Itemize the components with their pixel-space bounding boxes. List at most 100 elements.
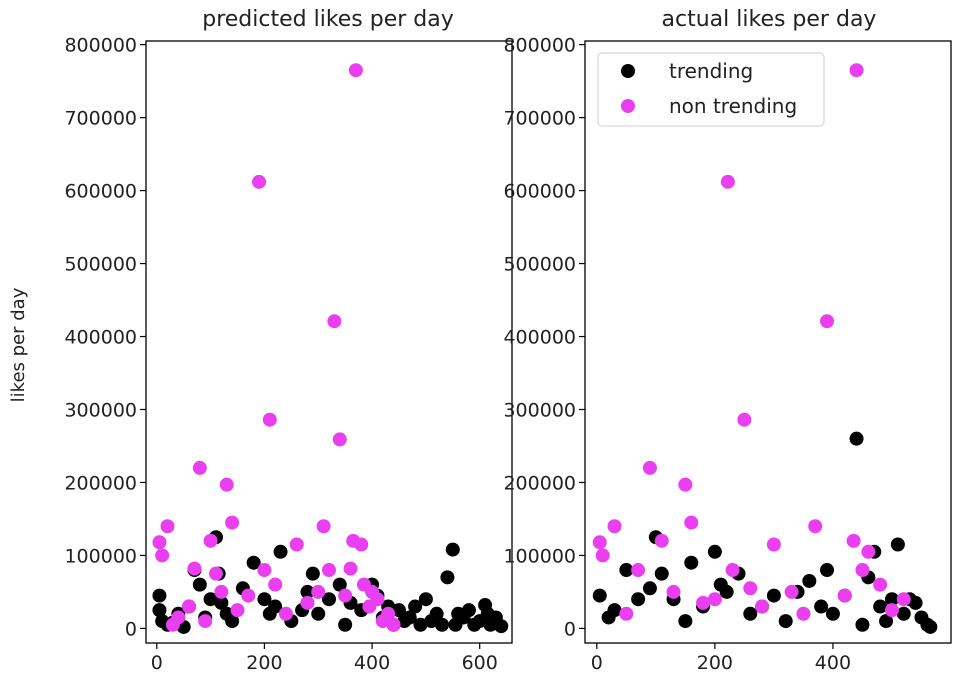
y-tick-label: 400000: [64, 327, 137, 349]
point-non-trending: [631, 563, 646, 578]
y-tick-label: 600000: [64, 181, 137, 203]
point-non-trending: [289, 537, 304, 552]
legend-marker-non-trending: [621, 99, 635, 113]
plot-frame-predicted: [145, 40, 513, 644]
point-non-trending: [354, 537, 369, 552]
plot-frame-actual: [584, 40, 952, 644]
legend: trending non trending: [597, 52, 825, 127]
points-actual: [592, 63, 938, 634]
point-non-trending: [884, 603, 899, 618]
point-non-trending: [654, 533, 669, 548]
point-trending: [719, 584, 734, 599]
point-trending: [300, 584, 315, 599]
chart-title-actual: actual likes per day: [662, 7, 877, 32]
point-non-trending: [896, 592, 911, 607]
y-tick-label: 100000: [64, 545, 137, 567]
y-tick-label: 300000: [64, 399, 137, 421]
axis-ticks-predicted: 0 100000 200000 300000 400000 500000 600000 700…: [64, 35, 497, 674]
point-non-trending: [743, 581, 758, 596]
point-non-trending: [230, 603, 245, 618]
point-non-trending: [300, 595, 315, 610]
point-non-trending: [343, 561, 358, 576]
point-trending: [849, 431, 864, 446]
point-trending: [592, 588, 607, 603]
point-trending: [814, 599, 829, 614]
point-non-trending: [849, 63, 864, 78]
point-trending: [890, 537, 905, 552]
point-trending: [408, 599, 423, 614]
point-trending: [884, 592, 899, 607]
point-non-trending: [808, 519, 823, 534]
x-tick-label: 0: [151, 652, 163, 674]
point-non-trending: [187, 561, 202, 576]
point-trending: [820, 563, 835, 578]
point-non-trending: [820, 314, 835, 329]
point-non-trending: [846, 533, 861, 548]
point-non-trending: [278, 606, 293, 621]
point-non-trending: [268, 577, 283, 592]
point-trending: [214, 595, 229, 610]
point-non-trending: [873, 577, 888, 592]
point-non-trending: [322, 563, 336, 578]
point-trending: [654, 566, 669, 581]
x-tick-label: 200: [697, 652, 733, 674]
point-non-trending: [241, 588, 256, 603]
point-non-trending: [595, 548, 610, 563]
point-trending: [391, 603, 406, 618]
point-trending: [332, 577, 347, 592]
point-trending: [607, 603, 622, 618]
point-trending: [445, 542, 460, 557]
point-trending: [778, 614, 793, 629]
y-tick-label: 300000: [503, 399, 576, 421]
point-non-trending: [160, 519, 175, 534]
y-tick-label: 700000: [64, 108, 137, 130]
point-non-trending: [592, 535, 607, 550]
point-non-trending: [755, 599, 770, 614]
y-tick-label: 100000: [503, 545, 576, 567]
point-non-trending: [214, 584, 229, 599]
y-tick-label: 400000: [503, 327, 576, 349]
point-trending: [152, 588, 167, 603]
point-non-trending: [766, 537, 781, 552]
point-non-trending: [192, 460, 207, 475]
legend-label-non-trending: non trending: [669, 94, 797, 118]
y-tick-label: 500000: [503, 254, 576, 276]
point-trending: [246, 555, 261, 570]
point-non-trending: [684, 515, 699, 530]
point-trending: [322, 592, 336, 607]
point-non-trending: [327, 314, 342, 329]
point-non-trending: [607, 519, 622, 534]
y-tick-label: 0: [125, 618, 137, 640]
point-non-trending: [155, 548, 170, 563]
point-trending: [879, 614, 894, 629]
y-axis-label: likes per day: [8, 287, 29, 402]
point-non-trending: [152, 535, 167, 550]
chart-predicted: predicted likes per day likes per day 0 1…: [8, 7, 513, 674]
point-non-trending: [855, 563, 870, 578]
point-non-trending: [837, 588, 852, 603]
legend-marker-trending: [621, 64, 635, 78]
point-non-trending: [252, 174, 267, 189]
legend-box: [597, 52, 825, 127]
point-non-trending: [696, 595, 711, 610]
point-non-trending: [225, 515, 240, 530]
point-non-trending: [666, 584, 681, 599]
point-non-trending: [208, 566, 223, 581]
point-non-trending: [720, 174, 735, 189]
legend-label-trending: trending: [669, 59, 753, 83]
point-non-trending: [796, 606, 811, 621]
x-tick-label: 400: [354, 652, 390, 674]
point-non-trending: [707, 592, 722, 607]
point-trending: [873, 599, 888, 614]
x-tick-label: 200: [246, 652, 282, 674]
point-trending: [766, 588, 781, 603]
point-trending: [273, 544, 288, 559]
point-trending: [152, 603, 167, 618]
point-non-trending: [219, 477, 234, 492]
point-non-trending: [619, 606, 634, 621]
y-tick-label: 800000: [64, 35, 137, 57]
point-trending: [311, 606, 326, 621]
point-trending: [743, 606, 758, 621]
point-non-trending: [257, 563, 272, 578]
point-trending: [707, 544, 722, 559]
